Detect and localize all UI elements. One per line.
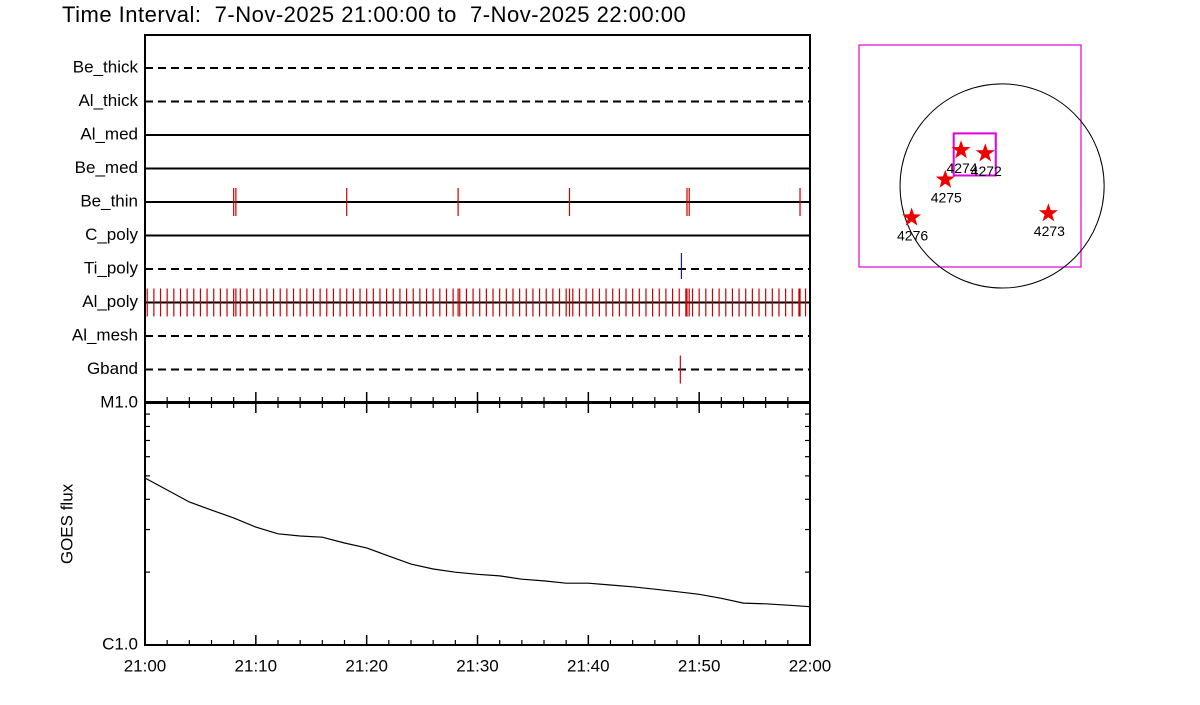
active-region: [975, 143, 995, 162]
row-label: Al_thick: [78, 91, 138, 110]
x-tick-label: 21:50: [678, 656, 721, 675]
active-region-label: 4273: [1034, 223, 1065, 239]
x-tick-label: 21:00: [124, 656, 167, 675]
row-label: Be_thin: [80, 191, 138, 210]
row-label: Al_poly: [82, 292, 138, 311]
active-region: [1038, 203, 1058, 222]
pointing-box: [952, 132, 997, 177]
active-region: [951, 140, 971, 159]
active-region: [935, 169, 955, 188]
x-tick-label: 21:30: [456, 656, 499, 675]
x-tick-label: 22:00: [789, 656, 832, 675]
row-label: Al_med: [80, 124, 138, 143]
row-label: Al_mesh: [72, 325, 138, 344]
active-region: [902, 207, 922, 226]
goes-frame: [144, 402, 811, 646]
active-region-label: 4276: [897, 227, 928, 243]
row-label: Gband: [87, 359, 138, 378]
active-region-label: 4275: [931, 189, 962, 205]
y-tick-label: M1.0: [100, 392, 138, 411]
row-label: Ti_poly: [84, 258, 139, 277]
row-label: Be_thick: [73, 57, 139, 76]
x-tick-label: 21:10: [235, 656, 278, 675]
goes-line: [144, 477, 811, 608]
row-label: C_poly: [85, 225, 138, 244]
chart-title: Time Interval: 7-Nov-2025 21:00:00 to 7-…: [62, 2, 686, 27]
fov-box: [858, 44, 1082, 268]
y-tick-label: C1.0: [102, 634, 138, 653]
solar-disk: [899, 83, 1105, 289]
timeline-frame: [144, 34, 811, 403]
active-region-label: 4272: [971, 163, 1002, 179]
y-axis-label: GOES flux: [57, 483, 76, 564]
active-region-label: 4274: [946, 160, 977, 176]
row-label: Be_med: [75, 158, 138, 177]
x-tick-label: 21:20: [345, 656, 388, 675]
x-tick-label: 21:40: [567, 656, 610, 675]
